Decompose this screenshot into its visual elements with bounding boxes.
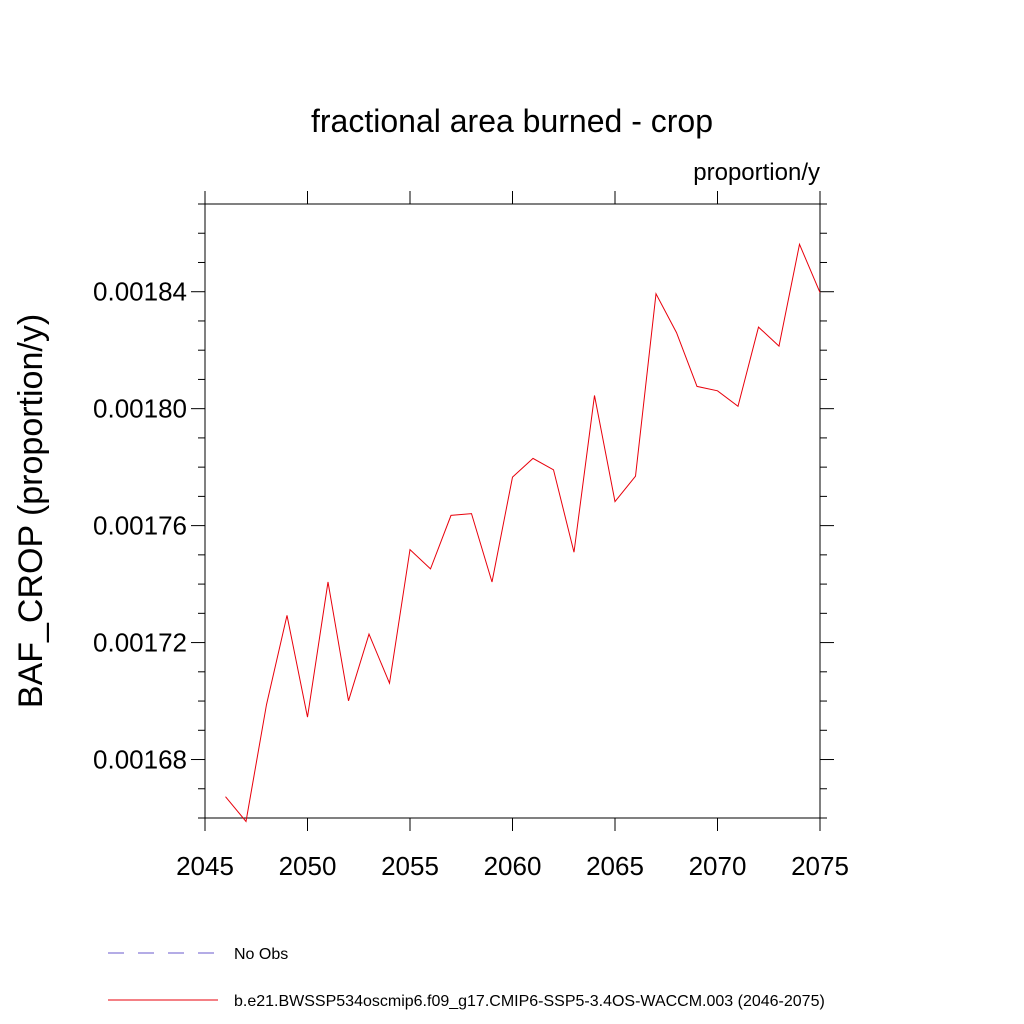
series-line	[225, 242, 821, 823]
y-axis-label: BAF_CROP (proportion/y)	[12, 314, 50, 708]
y-tick-label: 0.00176	[93, 511, 187, 541]
y-tick-label: 0.00180	[93, 394, 187, 424]
x-tick-label: 2060	[484, 851, 542, 881]
y-tick-label: 0.00172	[93, 628, 187, 658]
legend-label-no-obs: No Obs	[234, 946, 288, 963]
y-tick-label: 0.00168	[93, 745, 187, 775]
y-tick-label: 0.00184	[93, 277, 187, 307]
legend-label-model-run: b.e21.BWSSP534oscmip6.f09_g17.CMIP6-SSP5…	[234, 993, 825, 1010]
x-tick-label: 2055	[381, 851, 439, 881]
x-tick-label: 2075	[791, 851, 849, 881]
chart-title: fractional area burned - crop	[311, 103, 713, 139]
plot-frame	[204, 203, 821, 819]
x-tick-label: 2070	[689, 851, 747, 881]
x-axis: 2045 2050 2055 2060 2065 2070 2075	[176, 191, 849, 881]
y-axis: 0.00168 0.00172 0.00176 0.00180 0.00184	[93, 203, 834, 819]
legend: No Obs b.e21.BWSSP534oscmip6.f09_g17.CMI…	[108, 946, 825, 1010]
x-tick-label: 2065	[586, 851, 644, 881]
x-tick-label: 2050	[279, 851, 337, 881]
units-label: proportion/y	[693, 159, 820, 186]
x-tick-label: 2045	[176, 851, 234, 881]
series-layer	[225, 242, 821, 823]
